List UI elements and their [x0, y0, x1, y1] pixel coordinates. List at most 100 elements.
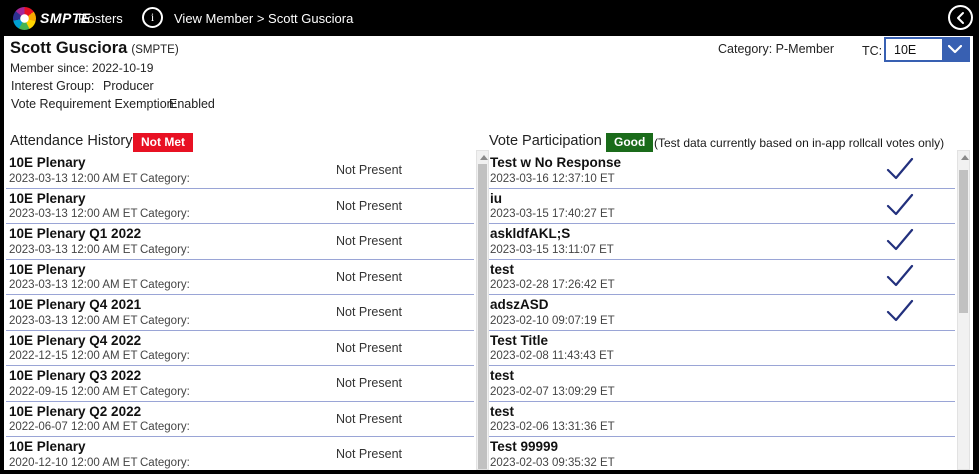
vote-row[interactable]: test 2023-02-06 13:31:36 ET	[487, 402, 955, 437]
vote-row-title: adszASD	[490, 297, 549, 312]
attendance-row-date: 2020-12-10 12:00 AM ET	[9, 456, 138, 469]
back-chevron-icon	[956, 11, 964, 24]
attendance-row-date: 2022-12-15 12:00 AM ET	[9, 350, 138, 362]
attendance-row[interactable]: 10E Plenary Q3 2022 2022-09-15 12:00 AM …	[6, 366, 474, 402]
interest-group-value: Producer	[103, 79, 154, 93]
vote-row-title: Test 99999	[490, 439, 559, 454]
vote-check-icon	[885, 156, 915, 182]
attendance-row-category-label: Category:	[140, 208, 190, 220]
attendance-row-category-label: Category:	[140, 279, 190, 291]
breadcrumb: View Member > Scott Gusciora	[174, 11, 354, 26]
attendance-row-status: Not Present	[336, 376, 403, 390]
attendance-row[interactable]: 10E Plenary 2023-03-13 12:00 AM ET Categ…	[6, 260, 474, 295]
attendance-row[interactable]: 10E Plenary 2023-03-13 12:00 AM ET Categ…	[6, 189, 474, 224]
vote-exemption-value: Enabled	[169, 97, 215, 111]
attendance-row[interactable]: 10E Plenary Q4 2021 2023-03-13 12:00 AM …	[6, 295, 474, 331]
top-nav-bar: SMPTE Rosters i View Member > Scott Gusc…	[0, 0, 979, 36]
tc-label: TC:	[862, 44, 883, 58]
vote-row[interactable]: adszASD 2023-02-10 09:07:19 ET	[487, 295, 955, 331]
vote-scrollbar-thumb[interactable]	[959, 170, 968, 313]
attendance-history-title: Attendance History	[10, 133, 133, 149]
vote-exemption-label: Vote Requirement Exemption:	[11, 97, 178, 111]
vote-list: Test w No Response 2023-03-16 12:37:10 E…	[487, 153, 955, 470]
attendance-row-status: Not Present	[336, 163, 403, 177]
vote-row-date: 2023-02-06 13:31:36 ET	[490, 421, 615, 433]
vote-row[interactable]: iu 2023-03-15 17:40:27 ET	[487, 189, 955, 224]
attendance-row[interactable]: 10E Plenary Q1 2022 2023-03-13 12:00 AM …	[6, 224, 474, 260]
attendance-row-category-label: Category:	[140, 350, 190, 362]
attendance-row-title: 10E Plenary Q2 2022	[9, 403, 142, 419]
attendance-scrollbar-thumb[interactable]	[478, 164, 487, 469]
vote-participation-title: Vote Participation	[489, 133, 602, 149]
vote-row[interactable]: Test 99999 2023-02-03 09:35:32 ET	[487, 437, 955, 470]
vote-row-date: 2023-02-07 13:09:29 ET	[490, 385, 615, 398]
attendance-row-status: Not Present	[336, 234, 403, 248]
attendance-row[interactable]: 10E Plenary Q4 2022 2022-12-15 12:00 AM …	[6, 331, 474, 366]
vote-row[interactable]: Test Title 2023-02-08 11:43:43 ET	[487, 331, 955, 366]
vote-scrollbar[interactable]	[957, 150, 970, 470]
vote-check-icon	[885, 298, 915, 324]
vote-row[interactable]: test 2023-02-28 17:26:42 ET	[487, 260, 955, 295]
attendance-row-date: 2023-03-13 12:00 AM ET	[9, 314, 138, 327]
attendance-list: 10E Plenary 2023-03-13 12:00 AM ET Categ…	[6, 153, 474, 470]
attendance-row-status: Not Present	[336, 305, 403, 319]
vote-check-icon	[885, 192, 915, 218]
vote-row-date: 2023-02-08 11:43:43 ET	[490, 350, 614, 362]
vote-row-title: test	[490, 403, 515, 419]
member-since: Member since: 2022-10-19	[10, 61, 154, 75]
tc-dropdown-value: 10E	[894, 42, 917, 57]
vote-row[interactable]: Test w No Response 2023-03-16 12:37:10 E…	[487, 153, 955, 189]
attendance-row-category-label: Category:	[140, 243, 190, 256]
attendance-row-category-label: Category:	[140, 172, 190, 185]
attendance-scrollbar[interactable]	[476, 150, 489, 470]
scroll-up-icon[interactable]	[479, 155, 488, 160]
smpte-logo-icon	[13, 7, 36, 30]
vote-row-date: 2023-02-28 17:26:42 ET	[490, 279, 615, 291]
attendance-row-title: 10E Plenary Q4 2022	[9, 332, 142, 348]
vote-status-badge: Good	[606, 133, 654, 152]
vote-row-date: 2023-03-16 12:37:10 ET	[490, 172, 615, 185]
nav-app-title: Rosters	[78, 11, 123, 26]
attendance-row[interactable]: 10E Plenary 2023-03-13 12:00 AM ET Categ…	[6, 153, 474, 189]
scroll-up-icon[interactable]	[960, 155, 969, 160]
vote-row-title: askldfAKL;S	[490, 226, 571, 241]
vote-row-date: 2023-02-10 09:07:19 ET	[490, 314, 615, 327]
vote-row-date: 2023-03-15 13:11:07 ET	[490, 243, 614, 256]
vote-note: (Test data currently based on in-app rol…	[654, 136, 945, 150]
page-border-left	[0, 0, 4, 474]
attendance-row[interactable]: 10E Plenary 2020-12-10 12:00 AM ET Categ…	[6, 437, 474, 470]
attendance-row-title: 10E Plenary Q1 2022	[9, 226, 142, 241]
vote-check-icon	[885, 263, 915, 289]
vote-row-date: 2023-03-15 17:40:27 ET	[490, 208, 615, 220]
vote-row-title: Test w No Response	[490, 155, 622, 170]
attendance-row-status: Not Present	[336, 411, 403, 426]
back-button[interactable]	[948, 5, 973, 30]
vote-row[interactable]: test 2023-02-07 13:09:29 ET	[487, 366, 955, 402]
attendance-row[interactable]: 10E Plenary Q2 2022 2022-06-07 12:00 AM …	[6, 402, 474, 437]
attendance-row-status: Not Present	[336, 269, 403, 284]
interest-group-label: Interest Group:	[11, 79, 95, 93]
member-org: (SMPTE)	[131, 44, 179, 56]
attendance-row-category-label: Category:	[140, 314, 190, 327]
attendance-row-category-label: Category:	[140, 421, 190, 433]
vote-row-title: test	[490, 261, 515, 277]
attendance-row-date: 2022-06-07 12:00 AM ET	[9, 421, 138, 433]
attendance-row-category-label: Category:	[140, 456, 190, 469]
vote-row[interactable]: askldfAKL;S 2023-03-15 13:11:07 ET	[487, 224, 955, 260]
page-border-right	[973, 0, 979, 474]
info-icon[interactable]: i	[142, 7, 163, 28]
member-category: Category: P-Member	[718, 42, 835, 56]
attendance-row-status: Not Present	[336, 447, 403, 461]
chevron-down-icon[interactable]	[942, 39, 968, 60]
attendance-row-title: 10E Plenary	[9, 155, 86, 170]
attendance-row-category-label: Category:	[140, 385, 190, 398]
attendance-row-status: Not Present	[336, 198, 403, 213]
member-name: Scott Gusciora (SMPTE)	[10, 39, 179, 58]
vote-row-title: iu	[490, 190, 502, 206]
attendance-row-status: Not Present	[336, 340, 403, 355]
attendance-row-date: 2023-03-13 12:00 AM ET	[9, 208, 138, 220]
attendance-row-date: 2023-03-13 12:00 AM ET	[9, 279, 138, 291]
tc-dropdown[interactable]: 10E	[884, 37, 970, 62]
vote-row-date: 2023-02-03 09:35:32 ET	[490, 456, 615, 469]
attendance-row-date: 2023-03-13 12:00 AM ET	[9, 243, 138, 256]
